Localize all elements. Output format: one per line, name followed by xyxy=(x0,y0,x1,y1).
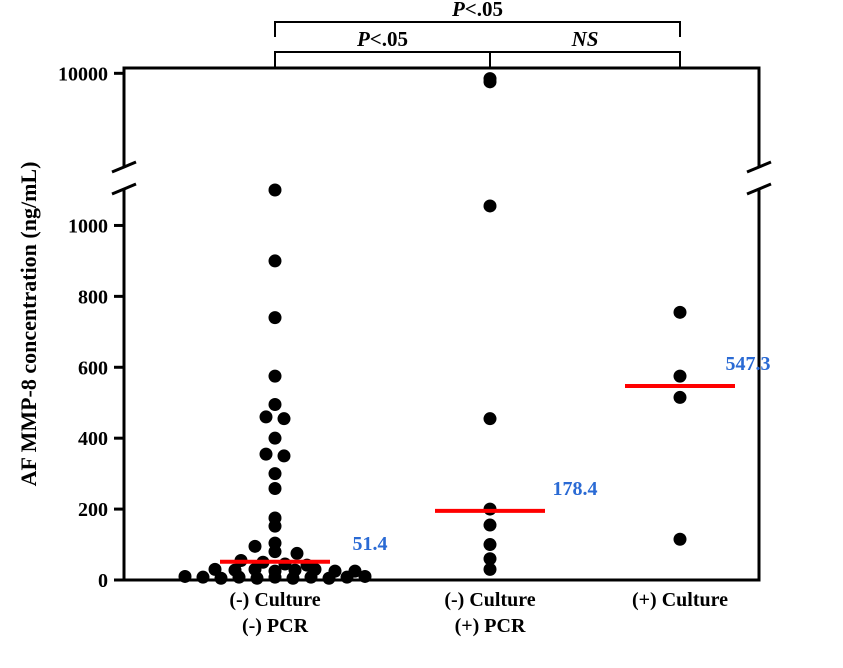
data-point xyxy=(287,572,300,585)
data-point xyxy=(484,199,497,212)
data-point xyxy=(269,311,282,324)
data-point xyxy=(291,547,304,560)
data-point xyxy=(305,571,318,584)
data-point xyxy=(233,571,246,584)
y-tick-label: 200 xyxy=(78,499,108,521)
data-point xyxy=(269,520,282,533)
data-point xyxy=(269,398,282,411)
data-point xyxy=(674,391,687,404)
data-point xyxy=(179,570,192,583)
data-point xyxy=(674,370,687,383)
data-point xyxy=(269,254,282,267)
data-point xyxy=(249,540,262,553)
median-value-label: 547.3 xyxy=(726,353,771,375)
median-value-label: 178.4 xyxy=(553,478,598,500)
data-point xyxy=(269,184,282,197)
significance-label: P<.05 xyxy=(356,27,408,51)
median-value-label: 51.4 xyxy=(353,533,388,555)
data-point xyxy=(269,482,282,495)
data-point xyxy=(269,545,282,558)
y-tick-label: 400 xyxy=(78,428,108,450)
y-tick-label: 800 xyxy=(78,286,108,308)
x-group-label: (-) Culture xyxy=(444,589,535,611)
data-point xyxy=(484,519,497,532)
data-point xyxy=(484,538,497,551)
data-point xyxy=(323,572,336,585)
data-point xyxy=(197,571,210,584)
y-tick-label: 600 xyxy=(78,357,108,379)
data-point xyxy=(251,572,264,585)
data-point xyxy=(674,306,687,319)
x-group-label: (+) PCR xyxy=(455,615,526,637)
data-point xyxy=(341,571,354,584)
y-tick-label: 0 xyxy=(98,570,108,592)
data-point xyxy=(278,449,291,462)
x-group-label: (+) Culture xyxy=(632,589,728,611)
data-point xyxy=(269,571,282,584)
data-point xyxy=(484,75,497,88)
data-point xyxy=(484,563,497,576)
data-point xyxy=(260,448,273,461)
y-axis-label: AF MMP-8 concentration (ng/mL) xyxy=(16,162,41,487)
x-group-label: (-) PCR xyxy=(242,615,309,637)
data-point xyxy=(674,533,687,546)
x-group-label: (-) Culture xyxy=(229,589,320,611)
y-tick-label: 1000 xyxy=(68,215,108,237)
data-point xyxy=(484,412,497,425)
data-point xyxy=(260,410,273,423)
data-point xyxy=(359,570,372,583)
scatter-chart: 0 200 400 600 800 1000 10000 AF MMP-8 concentra… xyxy=(0,0,843,668)
data-point xyxy=(269,432,282,445)
chart-svg: 0 200 400 600 800 1000 10000 AF MMP-8 concentra… xyxy=(0,0,843,668)
data-point xyxy=(215,572,228,585)
significance-label: P<.05 xyxy=(451,0,503,21)
data-point xyxy=(278,412,291,425)
y-tick-label: 10000 xyxy=(58,63,108,85)
chart-background xyxy=(0,0,843,668)
data-point xyxy=(269,370,282,383)
significance-label: NS xyxy=(571,27,599,51)
data-point xyxy=(269,467,282,480)
